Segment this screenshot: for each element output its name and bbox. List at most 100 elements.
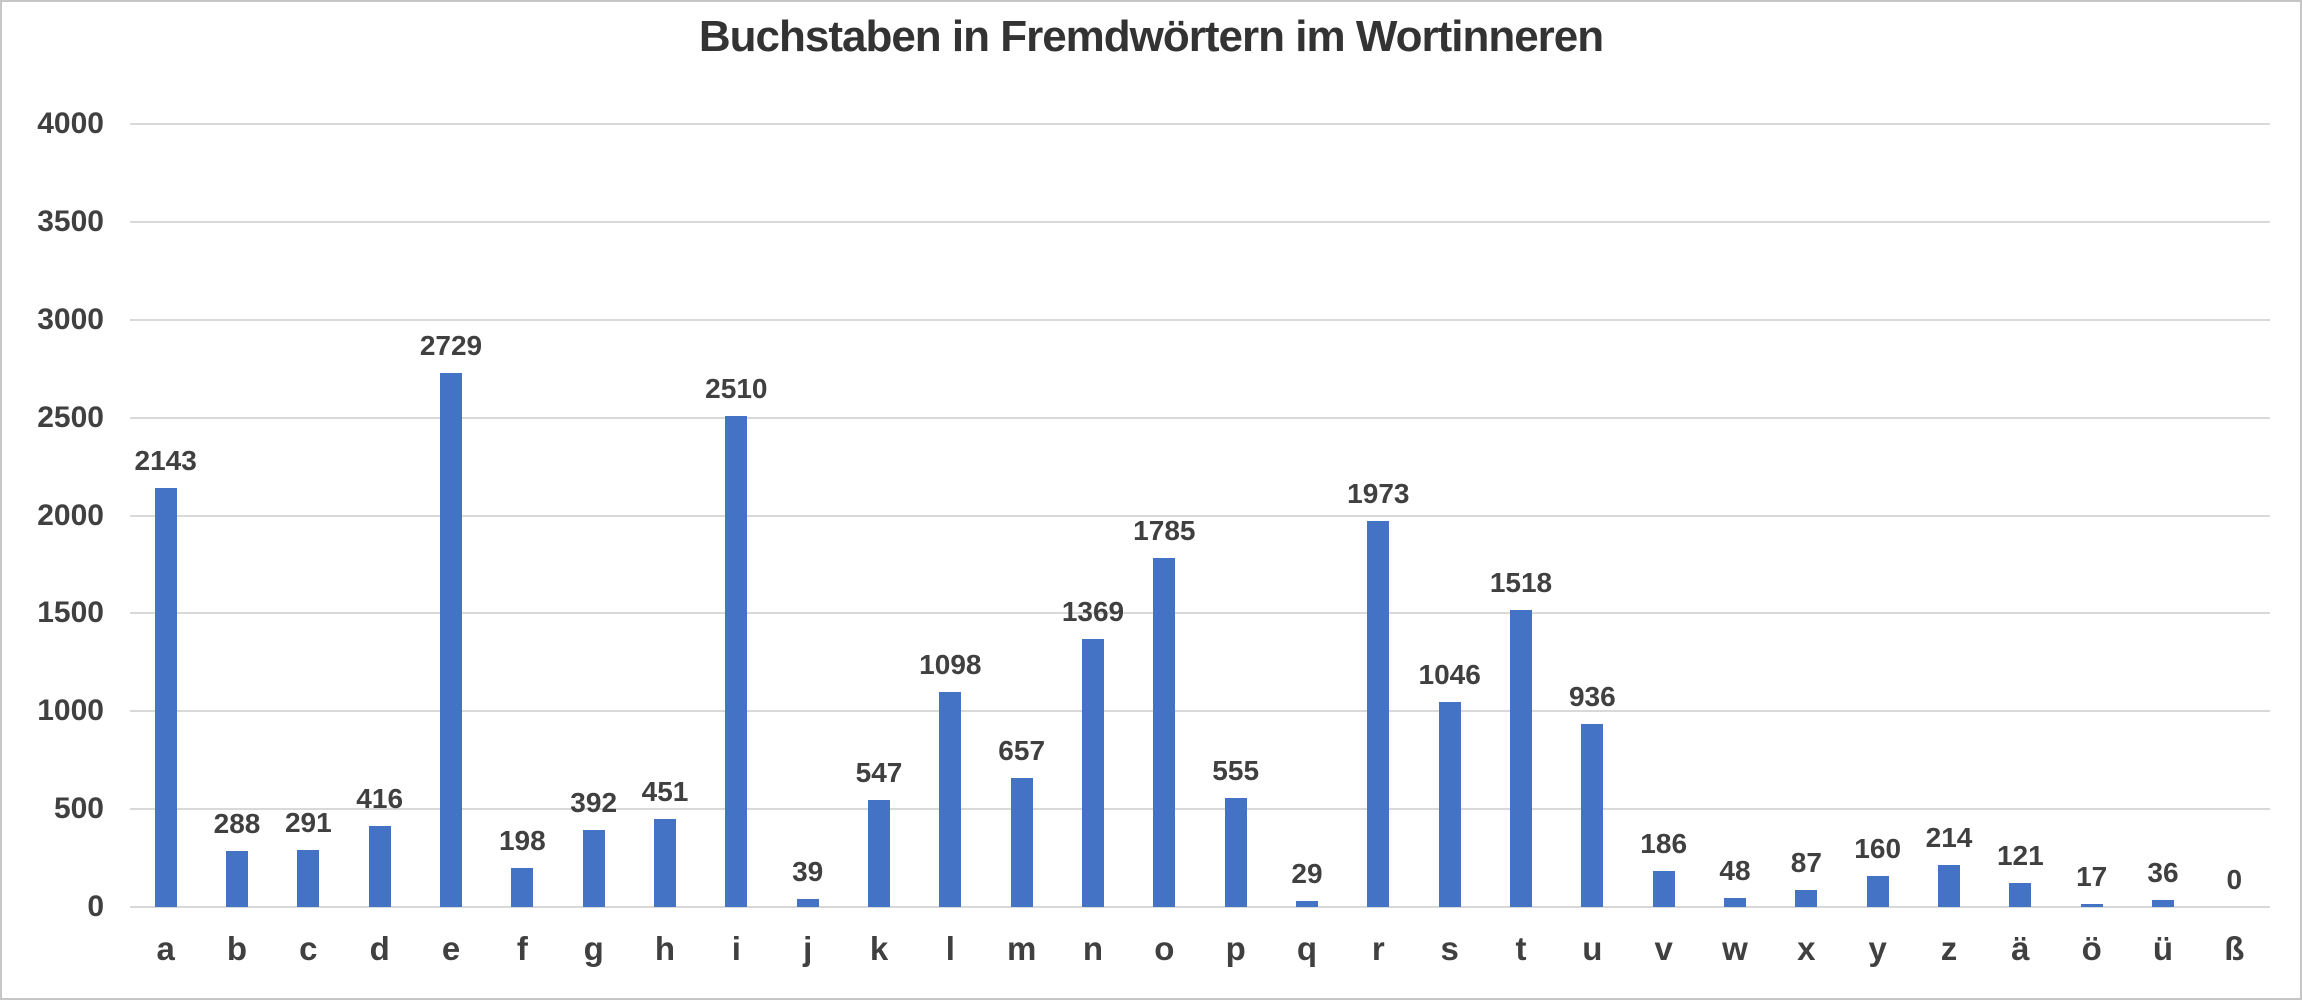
bar-p	[1224, 798, 1247, 907]
bar-value-label: 0	[2226, 864, 2243, 895]
x-axis-category-label: j	[803, 930, 813, 967]
x-axis-category-label: q	[1296, 930, 1318, 967]
bar-value-label: 214	[1925, 822, 1973, 854]
bar-w	[1724, 897, 1746, 907]
x-axis-category-label: i	[731, 930, 741, 967]
bar-z	[1938, 865, 1960, 907]
bar-ä	[2009, 883, 2032, 907]
bar-value-label: 17	[2076, 860, 2108, 892]
x-axis-category-label: ö	[2081, 930, 2102, 967]
x-axis-category-label: g	[583, 930, 604, 967]
y-axis-tick-label: 2000	[37, 498, 104, 532]
bar-value-label: 1518	[1489, 566, 1553, 598]
bar-l	[939, 692, 962, 907]
x-axis-category-label: l	[945, 930, 955, 967]
bar-v	[1652, 870, 1675, 907]
bar-x	[1795, 889, 1818, 907]
x-axis-category-label: ü	[2152, 930, 2174, 967]
x-axis-category-label: r	[1371, 930, 1385, 967]
bar-value-label: 29	[1291, 858, 1323, 890]
bar-value-label: 1785	[1133, 514, 1196, 546]
bar-value-label: 291	[284, 807, 332, 839]
y-axis-tick-label: 3500	[37, 204, 104, 238]
bar-j	[796, 899, 819, 907]
bar-value-label: 87	[1790, 846, 1822, 878]
bar-c	[297, 850, 320, 907]
x-axis-category-label: y	[1868, 930, 1887, 967]
bar-s	[1438, 702, 1461, 907]
bar-value-label: 186	[1640, 827, 1688, 859]
bar-value-label: 121	[1996, 840, 2044, 872]
gridline	[130, 123, 2270, 125]
x-axis-category-label: o	[1154, 930, 1175, 967]
bar-value-label: 39	[792, 856, 824, 888]
gridline	[130, 318, 2270, 321]
bar-value-label: 48	[1719, 854, 1751, 886]
bar-value-label: 392	[570, 787, 618, 819]
bar-m	[1010, 778, 1033, 907]
bar-value-label: 160	[1854, 832, 1902, 864]
bar-value-label: 657	[998, 735, 1046, 767]
x-axis-category-label: b	[226, 930, 248, 967]
y-axis-tick-label: 500	[53, 792, 104, 826]
bar-value-label: 1973	[1347, 477, 1410, 509]
gridline	[130, 416, 2270, 419]
bar-k	[868, 799, 890, 907]
x-axis-category-label: u	[1582, 930, 1603, 967]
bar-value-label: 288	[213, 807, 261, 839]
x-axis-category-label: z	[1940, 930, 1958, 967]
x-axis-category-label: f	[516, 930, 528, 967]
gridline	[130, 514, 2270, 517]
y-axis-tick-label: 2500	[37, 400, 104, 434]
bar-g	[582, 830, 605, 907]
x-axis-category-label: v	[1654, 930, 1673, 967]
bar-value-label: 1369	[1061, 596, 1125, 628]
x-axis-category-label: t	[1515, 930, 1527, 967]
bar-n	[1082, 639, 1104, 907]
x-axis-category-label: h	[654, 930, 676, 967]
bar-value-label: 451	[641, 775, 689, 807]
x-axis-category-label: w	[1722, 930, 1748, 967]
bar-t	[1510, 609, 1532, 907]
gridline	[130, 906, 2270, 908]
bar-value-label: 1098	[919, 649, 982, 681]
x-axis-category-label: n	[1082, 930, 1104, 967]
bar-value-label: 2510	[705, 372, 768, 404]
bar-i	[725, 415, 748, 907]
x-axis-category-label: ß	[2224, 930, 2245, 967]
bar-u	[1581, 723, 1604, 907]
y-axis-tick-label: 1500	[37, 596, 104, 630]
y-axis-tick-label: 1000	[37, 694, 104, 728]
x-axis-category-label: k	[869, 930, 889, 967]
bar-value-label: 555	[1212, 755, 1260, 787]
gridline	[130, 710, 2270, 713]
bar-f	[511, 868, 534, 907]
bar-o	[1153, 557, 1176, 907]
bar-value-label: 416	[356, 782, 404, 814]
y-axis-tick-label: 3000	[37, 302, 104, 336]
x-axis-category-label: e	[441, 930, 461, 967]
x-axis-category-label: x	[1797, 930, 1816, 967]
bar-ö	[2080, 903, 2103, 907]
bar-d	[368, 825, 391, 907]
gridline	[130, 808, 2270, 811]
x-axis-category-label: d	[369, 930, 390, 967]
x-axis-category-label: m	[1006, 930, 1037, 967]
x-axis-category-label: ä	[2011, 930, 2030, 967]
bar-value-label: 936	[1568, 680, 1616, 712]
bar-value-label: 1046	[1418, 659, 1481, 691]
bar-value-label: 198	[498, 825, 546, 857]
x-axis-category-label: a	[156, 930, 175, 967]
bar-a	[154, 487, 177, 907]
gridline	[130, 220, 2270, 223]
bar-q	[1296, 901, 1318, 907]
y-axis-tick-label: 0	[87, 890, 104, 923]
bar-ü	[2152, 899, 2174, 907]
x-axis-category-label: c	[299, 930, 318, 967]
bar-e	[440, 372, 462, 907]
y-axis-tick-label: 4000	[37, 107, 104, 140]
bar-value-label: 2729	[419, 329, 483, 361]
bar-r	[1367, 520, 1390, 907]
x-axis-category-label: p	[1225, 930, 1246, 967]
